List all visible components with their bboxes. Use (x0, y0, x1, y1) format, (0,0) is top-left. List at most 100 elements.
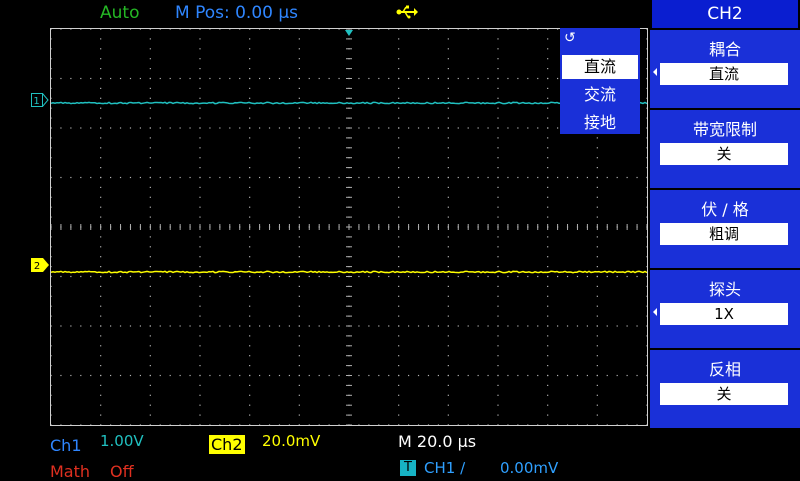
math-value: Off (110, 462, 134, 481)
ch2-trace (51, 270, 647, 274)
grid-dot (636, 374, 638, 377)
grid-dot (60, 424, 62, 425)
grid-dot (497, 127, 499, 129)
menu-item-coupling[interactable]: 耦合 直流 (650, 28, 800, 108)
menu-item-volts-per-div[interactable]: 伏 / 格 粗调 (650, 188, 800, 268)
grid-dot (119, 424, 122, 425)
grid-dot (199, 68, 201, 70)
grid-dot (110, 77, 112, 80)
grid-dot (417, 176, 420, 179)
grid-dot (199, 394, 201, 396)
grid-dot (179, 29, 181, 30)
grid-dot (51, 127, 52, 129)
grid-dot (100, 365, 102, 367)
grid-dot (398, 275, 400, 278)
grid-dot (119, 374, 122, 377)
grid-dot (51, 68, 52, 70)
grid-dot (398, 414, 400, 416)
grid-dot (249, 117, 251, 119)
grid-dot (199, 404, 201, 406)
grid-dot (159, 29, 161, 30)
grid-dot (298, 246, 300, 248)
menu-item-invert[interactable]: 反相 关 (650, 348, 800, 428)
grid-dot (298, 127, 300, 129)
grid-dot (149, 374, 151, 377)
grid-dot (596, 186, 598, 188)
grid-dot (268, 77, 271, 80)
grid-dot (249, 345, 251, 347)
menu-item-value: 粗调 (660, 223, 788, 245)
grid-dot (239, 424, 241, 425)
grid-dot (80, 127, 82, 129)
grid-dot (566, 176, 569, 179)
channel-menu: CH2 耦合 直流 带宽限制 关 伏 / 格 粗调 探头 1X 反相 关 (650, 0, 800, 430)
grid-dot (298, 414, 300, 416)
grid-dot (149, 305, 151, 307)
grid-dot (51, 345, 52, 347)
grid-dot (497, 97, 499, 99)
grid-dot (199, 157, 201, 159)
waveform-display[interactable] (50, 28, 648, 426)
grid-dot (159, 374, 161, 377)
grid-dot (378, 424, 380, 425)
grid-dot (149, 186, 151, 188)
grid-dot (437, 275, 439, 278)
grid-dot (149, 266, 151, 268)
grid-dot (547, 236, 549, 238)
grid-dot (278, 374, 281, 377)
coupling-popup[interactable]: ↺ 直流 交流 接地 (560, 28, 640, 134)
grid-dot (60, 374, 62, 377)
grid-dot (149, 275, 151, 278)
grid-dot (110, 176, 112, 179)
grid-dot (507, 424, 509, 425)
grid-dot (110, 374, 112, 377)
popup-option-ac[interactable]: 交流 (583, 85, 616, 104)
grid-dot (149, 414, 151, 416)
menu-item-probe[interactable]: 探头 1X (650, 268, 800, 348)
grid-dot (447, 374, 449, 377)
grid-dot (398, 87, 400, 89)
grid-dot (586, 275, 588, 278)
grid-dot (51, 335, 52, 337)
grid-dot (447, 147, 449, 149)
grid-dot (646, 266, 647, 268)
grid-dot (60, 77, 62, 80)
grid-dot (169, 374, 171, 377)
grid-dot (139, 424, 141, 425)
ch1-ground-marker[interactable]: 1 (31, 92, 49, 111)
grid-dot (596, 374, 598, 377)
popup-option-ground[interactable]: 接地 (583, 113, 616, 132)
grid-dot (179, 127, 181, 129)
grid-dot (179, 325, 181, 327)
grid-dot (497, 176, 499, 179)
grid-dot (249, 58, 251, 60)
grid-dot (179, 176, 181, 179)
grid-dot (100, 325, 102, 327)
menu-item-bandwidth-limit[interactable]: 带宽限制 关 (650, 108, 800, 188)
grid-dot (497, 355, 499, 357)
grid-dot (149, 157, 151, 159)
grid-dot (149, 216, 151, 218)
popup-option-dc[interactable]: 直流 (562, 55, 638, 79)
grid-dot (447, 77, 449, 80)
grid-dot (547, 68, 549, 70)
grid-dot (209, 275, 211, 278)
grid-dot (51, 424, 52, 425)
grid-dot (408, 275, 410, 278)
grid-dot (80, 77, 82, 80)
grid-dot (646, 147, 647, 149)
grid-dot (497, 137, 499, 139)
grid-dot (51, 147, 52, 149)
grid-dot (517, 127, 519, 129)
grid-dot (239, 77, 241, 80)
grid-dot (646, 404, 647, 406)
grid-dot (51, 58, 52, 60)
grid-dot (447, 355, 449, 357)
grid-dot (497, 374, 499, 377)
grid-dot (149, 107, 151, 109)
grid-dot (378, 77, 380, 80)
grid-dot (179, 275, 181, 278)
grid-dot (467, 77, 469, 80)
ch2-ground-marker[interactable]: 2 (31, 257, 49, 276)
trigger-level-readout: 0.00mV (500, 459, 559, 477)
